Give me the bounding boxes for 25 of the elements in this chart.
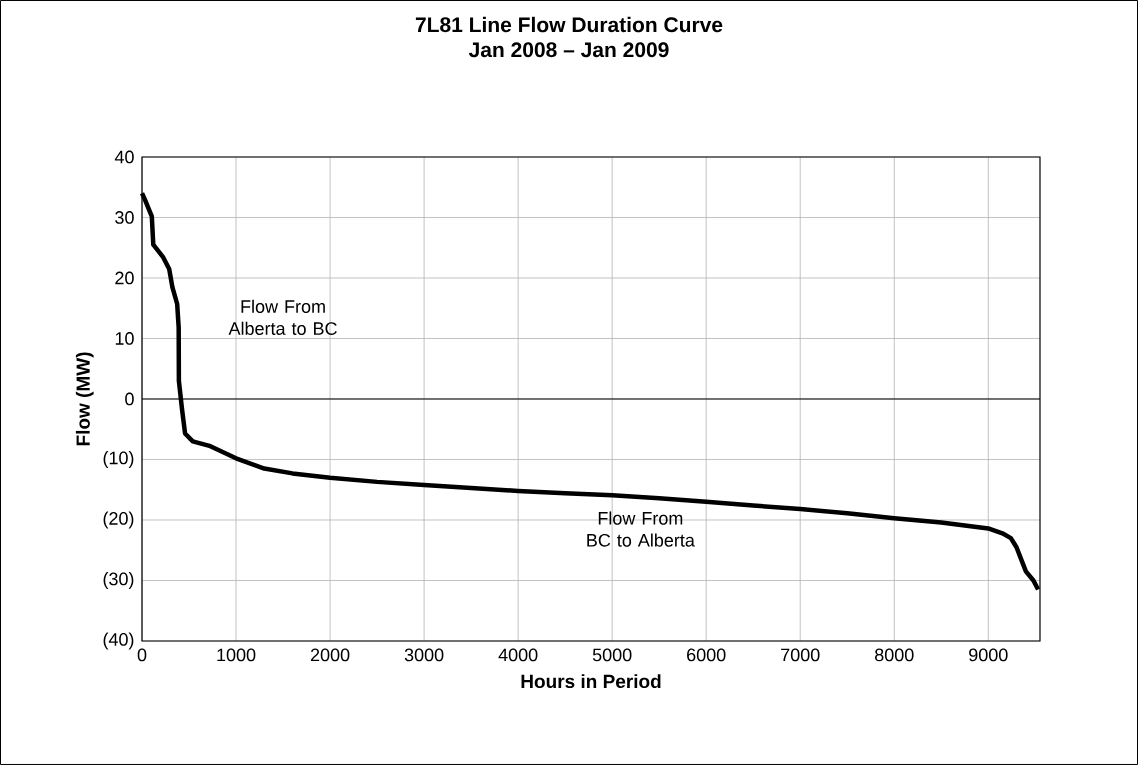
y-tick-label: 20 bbox=[115, 271, 134, 285]
y-tick-label: 0 bbox=[125, 392, 134, 406]
y-tick-label: 10 bbox=[115, 332, 134, 345]
y-tick-label: (40) bbox=[103, 632, 134, 650]
x-tick-label: 3000 bbox=[404, 648, 444, 662]
y-tick-label: (10) bbox=[103, 451, 134, 468]
x-tick-label: 7000 bbox=[781, 648, 820, 662]
x-tick-label: 6000 bbox=[687, 648, 726, 662]
y-tick-label: 40 bbox=[114, 150, 134, 164]
x-tick-label: 0 bbox=[137, 648, 147, 662]
y-tick-label: (20) bbox=[103, 511, 134, 529]
annotation: Flow From Alberta to BC bbox=[228, 299, 337, 335]
x-tick-label: 1000 bbox=[217, 648, 256, 662]
x-axis-title: Hours in Period bbox=[521, 674, 661, 689]
x-tick-label: 8000 bbox=[875, 648, 914, 662]
x-tick-label: 2000 bbox=[310, 648, 350, 662]
x-tick-label: 5000 bbox=[592, 648, 632, 662]
chart-title: 7L81 Line Flow Duration Curve bbox=[415, 16, 723, 33]
annotation: Flow From BC to Alberta bbox=[587, 511, 695, 547]
y-axis-title: Flow (MW) bbox=[75, 352, 94, 446]
y-tick-label: (30) bbox=[103, 572, 134, 589]
chart-subtitle: Jan 2008 – Jan 2009 bbox=[468, 42, 669, 58]
x-tick-label: 4000 bbox=[498, 648, 538, 662]
y-tick-label: 30 bbox=[115, 211, 134, 224]
x-tick-label: 9000 bbox=[969, 648, 1008, 662]
